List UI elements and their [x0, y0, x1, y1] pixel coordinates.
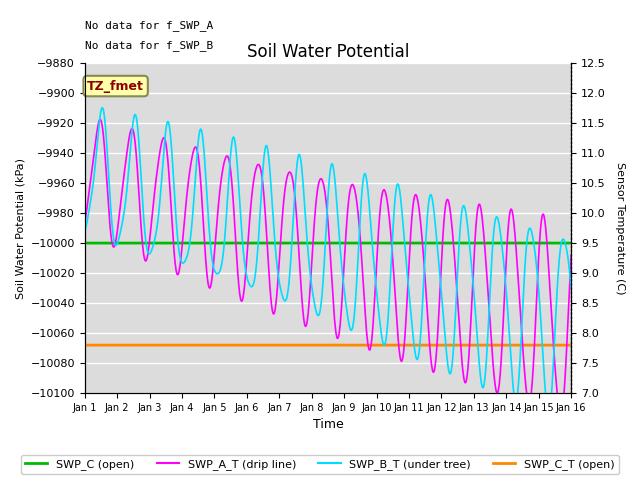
Legend: SWP_C (open), SWP_A_T (drip line), SWP_B_T (under tree), SWP_C_T (open): SWP_C (open), SWP_A_T (drip line), SWP_B… [20, 455, 620, 474]
Y-axis label: Sensor Temperature (C): Sensor Temperature (C) [615, 162, 625, 294]
Y-axis label: Soil Water Potential (kPa): Soil Water Potential (kPa) [15, 157, 25, 299]
Title: Soil Water Potential: Soil Water Potential [247, 44, 409, 61]
Text: No data for f_SWP_A: No data for f_SWP_A [84, 20, 213, 31]
Text: TZ_fmet: TZ_fmet [87, 80, 144, 93]
Text: No data for f_SWP_B: No data for f_SWP_B [84, 40, 213, 51]
X-axis label: Time: Time [312, 419, 343, 432]
